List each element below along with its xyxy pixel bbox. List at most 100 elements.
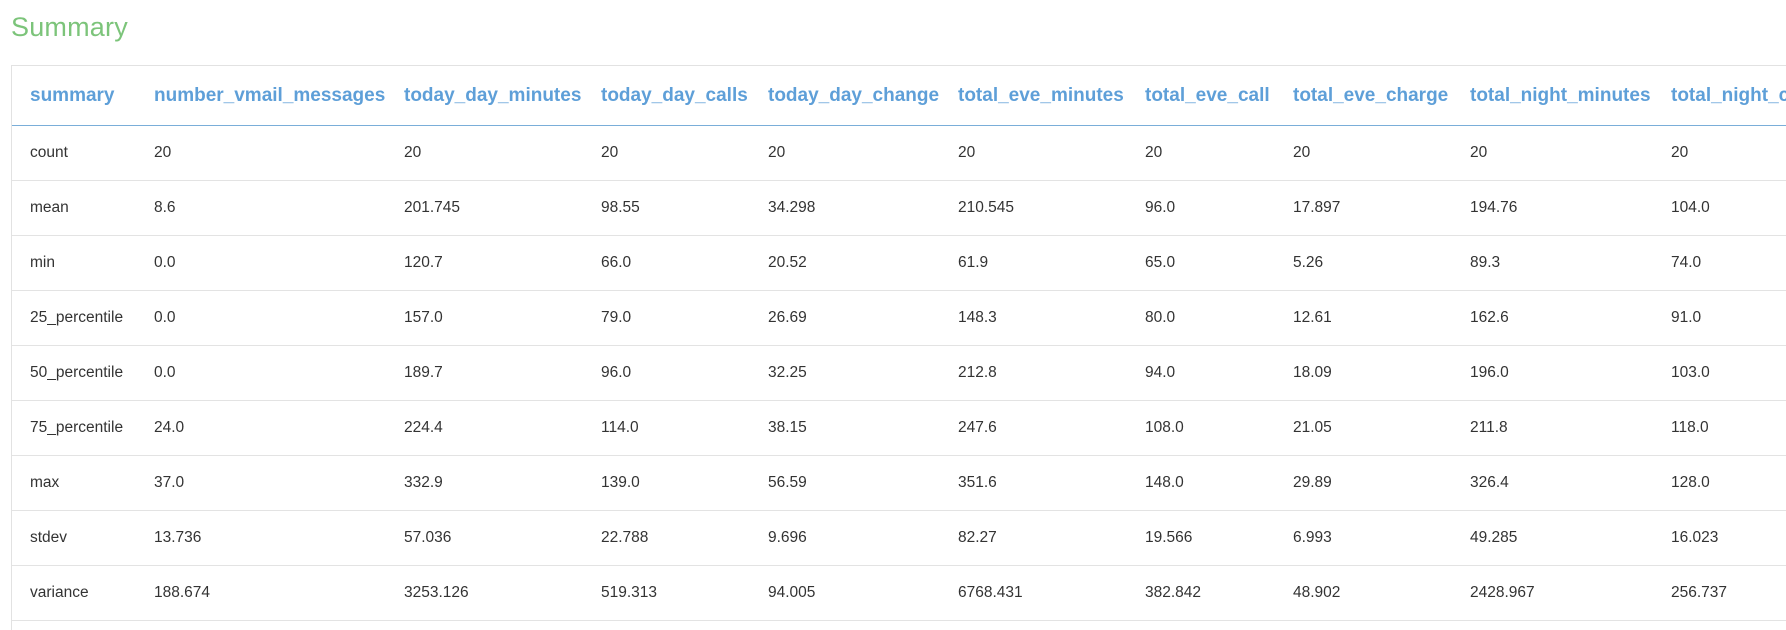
table-cell: 3253.126: [404, 584, 469, 601]
table-cell: 6.993: [1293, 529, 1332, 546]
row-label-cell: variance: [30, 584, 89, 601]
table-cell: 332.9: [404, 474, 443, 491]
table-row: min 0.0 120.7 66.0 20.52 61.9 65.0 5.26 …: [12, 236, 1786, 291]
column-header-summary[interactable]: summary: [30, 84, 115, 106]
table-row: max 37.0 332.9 139.0 56.59 351.6 148.0 2…: [12, 456, 1786, 511]
table-cell: 96.0: [1145, 199, 1176, 216]
column-header-number-vmail-messages[interactable]: number_vmail_messages: [154, 84, 386, 106]
table-row: mean 8.6 201.745 98.55 34.298 210.545 96…: [12, 181, 1786, 236]
table-cell: 18.09: [1293, 364, 1332, 381]
table-cell: 189.7: [404, 364, 443, 381]
summary-table-container[interactable]: summary number_vmail_messages today_day_…: [11, 65, 1786, 630]
table-cell: 194.76: [1470, 199, 1518, 216]
table-cell: 65.0: [1145, 254, 1176, 271]
column-header-total-night-c[interactable]: total_night_c: [1671, 84, 1786, 106]
table-row: count 20 20 20 20 20 20 20 20 20: [12, 126, 1786, 181]
table-cell: 20: [404, 144, 422, 161]
table-cell: 5.26: [1293, 254, 1324, 271]
table-header-row: summary number_vmail_messages today_day_…: [12, 66, 1786, 126]
table-cell: 519.313: [601, 584, 658, 601]
table-cell: 0.0: [154, 254, 176, 271]
column-header-today-day-change[interactable]: today_day_change: [768, 84, 940, 106]
table-cell: 382.842: [1145, 584, 1202, 601]
table-cell: 80.0: [1145, 309, 1176, 326]
table-cell: 98.55: [601, 199, 640, 216]
table-cell: 8.6: [154, 199, 176, 216]
table-cell: 94.005: [768, 584, 816, 601]
table-cell: 9.696: [768, 529, 807, 546]
row-label-cell: 50_percentile: [30, 364, 124, 381]
table-cell: 148.3: [958, 309, 997, 326]
column-header-total-eve-minutes[interactable]: total_eve_minutes: [958, 84, 1124, 106]
table-cell: 38.15: [768, 419, 807, 436]
table-row: variance 188.674 3253.126 519.313 94.005…: [12, 566, 1786, 621]
table-cell: 79.0: [601, 309, 632, 326]
table-cell: 37.0: [154, 474, 185, 491]
table-cell: 6768.431: [958, 584, 1023, 601]
table-cell: 20: [768, 144, 786, 161]
table-cell: 351.6: [958, 474, 997, 491]
table-cell: 34.298: [768, 199, 816, 216]
table-cell: 66.0: [601, 254, 632, 271]
table-row: stdev 13.736 57.036 22.788 9.696 82.27 1…: [12, 511, 1786, 566]
table-cell: 20.52: [768, 254, 807, 271]
row-label-cell: max: [30, 474, 60, 491]
table-cell: 201.745: [404, 199, 461, 216]
table-cell: 26.69: [768, 309, 807, 326]
table-cell: 20: [1145, 144, 1163, 161]
table-cell: 157.0: [404, 309, 443, 326]
table-cell: 326.4: [1470, 474, 1509, 491]
table-cell: 22.788: [601, 529, 649, 546]
table-cell: 48.902: [1293, 584, 1341, 601]
table-cell: 21.05: [1293, 419, 1332, 436]
table-cell: 256.737: [1671, 584, 1728, 601]
table-cell: 19.566: [1145, 529, 1193, 546]
table-cell: 91.0: [1671, 309, 1702, 326]
table-cell: 16.023: [1671, 529, 1719, 546]
table-cell: 94.0: [1145, 364, 1176, 381]
row-label-cell: stdev: [30, 529, 68, 546]
summary-table: summary number_vmail_messages today_day_…: [12, 66, 1786, 621]
table-cell: 114.0: [601, 419, 639, 436]
table-cell: 20: [154, 144, 172, 161]
table-cell: 17.897: [1293, 199, 1341, 216]
column-header-total-night-minutes[interactable]: total_night_minutes: [1470, 84, 1651, 106]
table-cell: 128.0: [1671, 474, 1710, 491]
table-cell: 104.0: [1671, 199, 1710, 216]
table-row: 25_percentile 0.0 157.0 79.0 26.69 148.3…: [12, 291, 1786, 346]
table-cell: 29.89: [1293, 474, 1332, 491]
table-cell: 12.61: [1293, 309, 1332, 326]
page-title: Summary: [11, 12, 128, 42]
table-cell: 139.0: [601, 474, 640, 491]
table-cell: 56.59: [768, 474, 807, 491]
table-cell: 211.8: [1470, 419, 1508, 436]
row-label-cell: 25_percentile: [30, 309, 124, 326]
row-label-cell: mean: [30, 199, 69, 216]
table-cell: 24.0: [154, 419, 185, 436]
table-cell: 57.036: [404, 529, 452, 546]
table-cell: 20: [601, 144, 619, 161]
table-row: 75_percentile 24.0 224.4 114.0 38.15 247…: [12, 401, 1786, 456]
table-cell: 2428.967: [1470, 584, 1535, 601]
row-label-cell: count: [30, 144, 68, 161]
table-cell: 20: [1293, 144, 1311, 161]
table-cell: 0.0: [154, 309, 176, 326]
table-cell: 0.0: [154, 364, 176, 381]
table-cell: 20: [1470, 144, 1488, 161]
column-header-total-eve-call[interactable]: total_eve_call: [1145, 84, 1270, 106]
table-cell: 103.0: [1671, 364, 1710, 381]
table-cell: 20: [958, 144, 976, 161]
table-cell: 108.0: [1145, 419, 1184, 436]
row-label-cell: min: [30, 254, 55, 271]
table-cell: 162.6: [1470, 309, 1509, 326]
table-row: 50_percentile 0.0 189.7 96.0 32.25 212.8…: [12, 346, 1786, 401]
table-cell: 212.8: [958, 364, 997, 381]
table-cell: 247.6: [958, 419, 997, 436]
column-header-today-day-minutes[interactable]: today_day_minutes: [404, 84, 582, 106]
table-cell: 210.545: [958, 199, 1015, 216]
table-cell: 61.9: [958, 254, 989, 271]
column-header-today-day-calls[interactable]: today_day_calls: [601, 84, 748, 106]
column-header-total-eve-charge[interactable]: total_eve_charge: [1293, 84, 1449, 106]
table-cell: 96.0: [601, 364, 632, 381]
